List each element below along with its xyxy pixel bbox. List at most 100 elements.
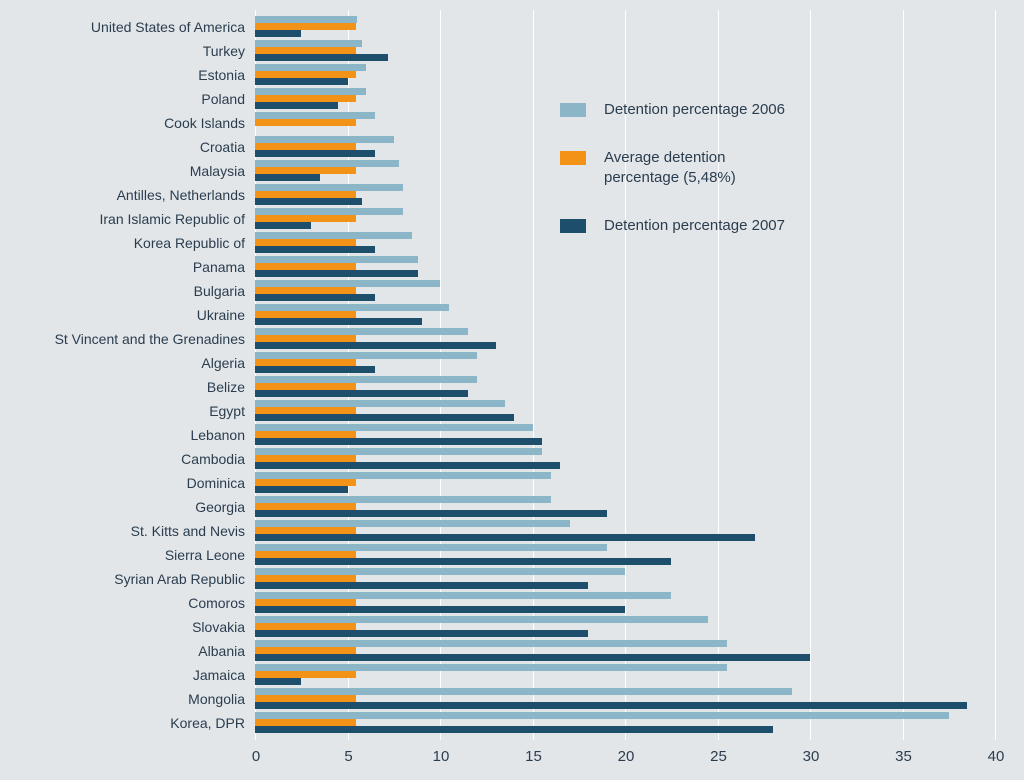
bar-2007 <box>255 630 588 637</box>
bar-2007 <box>255 366 375 373</box>
bar-2006 <box>255 64 366 71</box>
row-label: Slovakia <box>0 615 255 639</box>
bar-2007 <box>255 318 422 325</box>
row-label: Belize <box>0 375 255 399</box>
chart-row: Bulgaria <box>255 279 995 303</box>
bar-average <box>255 71 356 78</box>
row-label: United States of America <box>0 15 255 39</box>
bar-average <box>255 719 356 726</box>
row-label: Turkey <box>0 39 255 63</box>
legend-label: Average detention percentage (5,48%) <box>604 148 804 188</box>
bar-average <box>255 263 356 270</box>
row-label: Korea Republic of <box>0 231 255 255</box>
bar-2007 <box>255 294 375 301</box>
bar-2007 <box>255 270 418 277</box>
chart-row: Lebanon <box>255 423 995 447</box>
chart-row: United States of America <box>255 15 995 39</box>
row-label: Korea, DPR <box>0 711 255 735</box>
bar-2006 <box>255 112 375 119</box>
row-label: Antilles, Netherlands <box>0 183 255 207</box>
bar-2007 <box>255 390 468 397</box>
legend-item-v2006: Detention percentage 2006 <box>560 100 820 120</box>
gridline: 40 <box>995 10 996 740</box>
bar-average <box>255 311 356 318</box>
bar-average <box>255 167 356 174</box>
bar-2007 <box>255 678 301 685</box>
row-label: Egypt <box>0 399 255 423</box>
bar-average <box>255 671 356 678</box>
bar-2007 <box>255 510 607 517</box>
bar-2007 <box>255 606 625 613</box>
chart-row: Georgia <box>255 495 995 519</box>
row-label: St. Kitts and Nevis <box>0 519 255 543</box>
chart-row: Syrian Arab Republic <box>255 567 995 591</box>
bar-2007 <box>255 54 388 61</box>
row-label: Sierra Leone <box>0 543 255 567</box>
bar-average <box>255 191 356 198</box>
row-label: Malaysia <box>0 159 255 183</box>
bar-average <box>255 47 356 54</box>
bar-2006 <box>255 16 357 23</box>
bar-2006 <box>255 400 505 407</box>
chart-row: Algeria <box>255 351 995 375</box>
bar-average <box>255 551 356 558</box>
x-tick-label: 40 <box>988 748 1005 765</box>
bar-2006 <box>255 208 403 215</box>
x-tick-label: 15 <box>525 748 542 765</box>
legend-item-v2007: Detention percentage 2007 <box>560 216 820 236</box>
chart-row: Egypt <box>255 399 995 423</box>
x-tick-label: 5 <box>344 748 352 765</box>
bar-2006 <box>255 616 708 623</box>
bar-2006 <box>255 640 727 647</box>
row-label: Estonia <box>0 63 255 87</box>
bar-2006 <box>255 256 418 263</box>
bar-2007 <box>255 150 375 157</box>
legend-label: Detention percentage 2006 <box>604 100 785 120</box>
bar-2006 <box>255 712 949 719</box>
bar-2006 <box>255 376 477 383</box>
bar-2007 <box>255 438 542 445</box>
bar-average <box>255 455 356 462</box>
bar-2006 <box>255 40 362 47</box>
bar-average <box>255 335 356 342</box>
row-label: Cambodia <box>0 447 255 471</box>
bar-2007 <box>255 726 773 733</box>
bar-average <box>255 239 356 246</box>
bar-average <box>255 431 356 438</box>
bar-average <box>255 143 356 150</box>
bar-2007 <box>255 582 588 589</box>
bar-2006 <box>255 304 449 311</box>
bar-2007 <box>255 534 755 541</box>
chart-row: Comoros <box>255 591 995 615</box>
legend-swatch <box>560 219 586 233</box>
row-label: Poland <box>0 87 255 111</box>
bar-2007 <box>255 654 810 661</box>
legend: Detention percentage 2006 Average detenti… <box>560 100 820 264</box>
bar-2007 <box>255 246 375 253</box>
row-label: Syrian Arab Republic <box>0 567 255 591</box>
bar-2006 <box>255 472 551 479</box>
chart-row: St. Kitts and Nevis <box>255 519 995 543</box>
row-label: Bulgaria <box>0 279 255 303</box>
chart-row: Cambodia <box>255 447 995 471</box>
bar-average <box>255 575 356 582</box>
bar-2006 <box>255 592 671 599</box>
bar-average <box>255 503 356 510</box>
x-tick-label: 10 <box>433 748 450 765</box>
row-label: Ukraine <box>0 303 255 327</box>
bar-average <box>255 359 356 366</box>
bar-2006 <box>255 520 570 527</box>
bar-average <box>255 407 356 414</box>
row-label: Cook Islands <box>0 111 255 135</box>
bar-2007 <box>255 174 320 181</box>
bar-2006 <box>255 136 394 143</box>
bar-average <box>255 95 356 102</box>
bar-2006 <box>255 664 727 671</box>
bar-2007 <box>255 414 514 421</box>
row-label: Croatia <box>0 135 255 159</box>
row-label: Lebanon <box>0 423 255 447</box>
bar-2006 <box>255 496 551 503</box>
row-label: St Vincent and the Grenadines <box>0 327 255 351</box>
bar-average <box>255 623 356 630</box>
row-label: Georgia <box>0 495 255 519</box>
